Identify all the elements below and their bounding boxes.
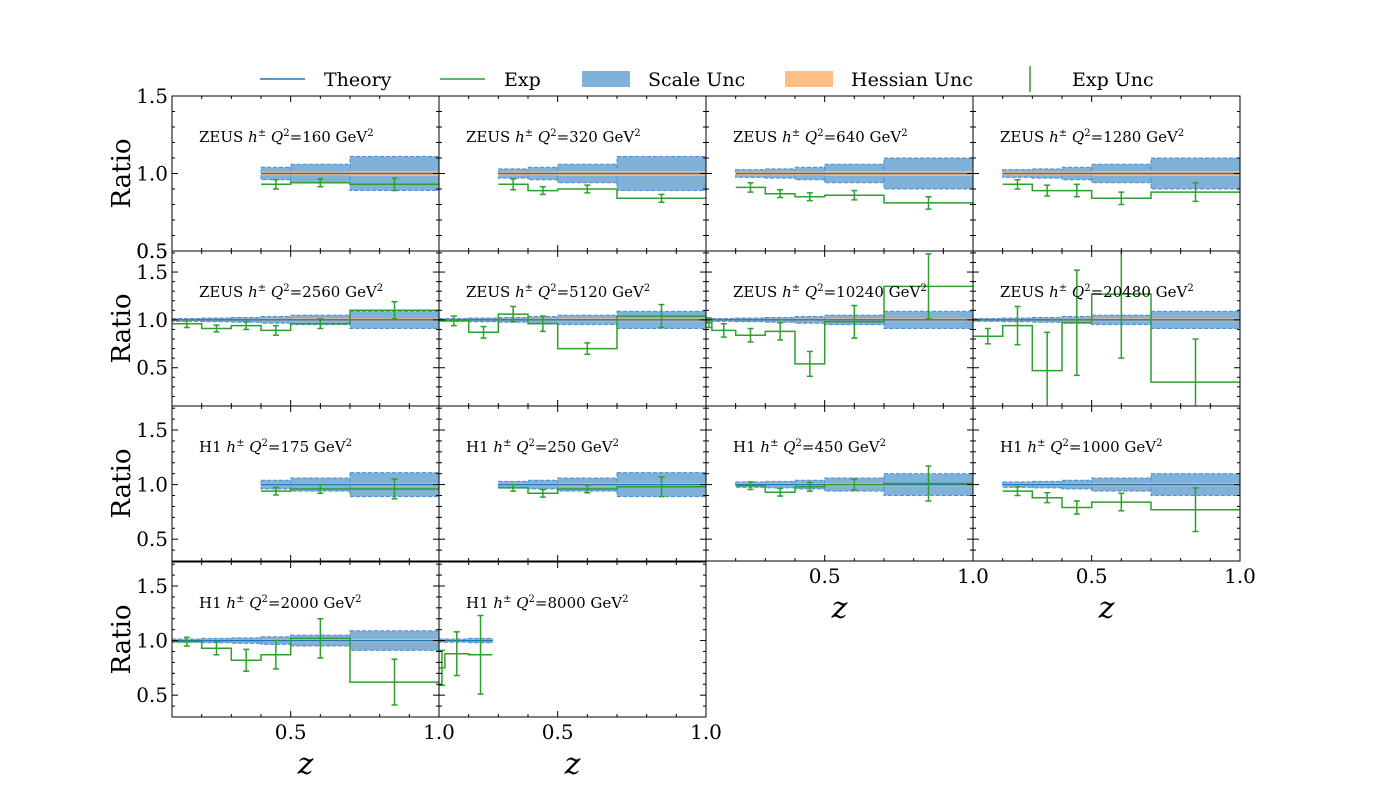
legend-item: Exp (440, 69, 541, 91)
exp-line (172, 637, 439, 683)
y-tick-label: 1.5 (136, 260, 168, 284)
panel-title: ZEUS h± Q2=10240 GeV2 (733, 283, 927, 301)
panel: ZEUS h± Q2=10240 GeV2 (705, 250, 974, 407)
y-tick-label: 1.0 (136, 162, 168, 186)
y-tick-label: 1.5 (136, 84, 168, 108)
panel: 0.5 1.0 z H1 h± Q2=1000 GeV2 (972, 405, 1256, 626)
panel-title: H1 h± Q2=8000 GeV2 (466, 594, 629, 612)
x-tick-label: 1.0 (690, 720, 722, 744)
panel: 0.5 1.0 1.5 Ratio ZEUS h± Q2=2560 GeV2 (107, 250, 440, 407)
panel: 0.5 1.0 z H1 h± Q2=8000 GeV2 (438, 561, 722, 782)
x-tick-label: 0.5 (542, 720, 574, 744)
x-tick-label: 1.0 (1224, 564, 1256, 588)
y-tick-label: 0.5 (136, 239, 168, 263)
exp-line (439, 313, 706, 350)
panel-frame (972, 405, 1241, 562)
legend-item: Theory (260, 69, 392, 91)
y-tick-label: 1.5 (136, 418, 168, 442)
y-axis-label: Ratio (107, 448, 137, 518)
y-tick-label: 1.0 (136, 473, 168, 497)
panel-title: ZEUS h± Q2=20480 GeV2 (1000, 283, 1194, 301)
x-tick-label: 0.5 (1076, 564, 1108, 588)
panel-title: ZEUS h± Q2=160 GeV2 (199, 128, 374, 146)
y-tick-label: 0.5 (136, 683, 168, 707)
y-tick-label: 1.0 (136, 629, 168, 653)
exp-line (1002, 183, 1240, 200)
legend-label: Exp (504, 69, 541, 91)
x-axis-label: z (831, 591, 848, 626)
legend: Theory Exp Scale Unc Hessian Unc Exp Unc (260, 66, 1154, 92)
panel: H1 h± Q2=250 GeV2 (438, 405, 707, 562)
panel-title: H1 h± Q2=1000 GeV2 (1000, 438, 1163, 456)
panel: ZEUS h± Q2=1280 GeV2 (972, 95, 1241, 252)
x-tick-label: 0.5 (275, 720, 307, 744)
panel: 0.5 1.0 1.5 Ratio 0.5 1.0 z H1 h± Q2=2000 GeV2 (107, 561, 455, 782)
exp-line (172, 309, 439, 332)
x-tick-label: 0.5 (809, 564, 841, 588)
panel-title: H1 h± Q2=175 GeV2 (199, 438, 352, 456)
x-axis-label: z (297, 747, 314, 782)
panel: 0.5 1.0 1.5 Ratio H1 h± Q2=175 GeV2 (107, 405, 440, 562)
exp-line (498, 486, 706, 495)
legend-patch (785, 71, 833, 87)
panel: 0.5 1.0 z H1 h± Q2=450 GeV2 (705, 405, 989, 626)
panel-title: H1 h± Q2=250 GeV2 (466, 438, 619, 456)
exp-line (973, 293, 1240, 383)
legend-label: Hessian Unc (851, 69, 973, 91)
panel-title: ZEUS h± Q2=2560 GeV2 (199, 283, 383, 301)
legend-item: Exp Unc (1029, 66, 1154, 92)
exp-line (439, 652, 493, 669)
y-tick-label: 1.0 (136, 308, 168, 332)
legend-label: Exp Unc (1072, 69, 1154, 91)
y-axis-label: Ratio (107, 604, 137, 674)
panel: ZEUS h± Q2=640 GeV2 (705, 95, 974, 252)
panel-title: ZEUS h± Q2=640 GeV2 (733, 128, 908, 146)
x-axis-label: z (1098, 591, 1115, 626)
panel-title: ZEUS h± Q2=5120 GeV2 (466, 283, 650, 301)
legend-label: Scale Unc (648, 69, 745, 91)
y-tick-label: 0.5 (136, 356, 168, 380)
x-tick-label: 1.0 (423, 720, 455, 744)
panel-title: H1 h± Q2=2000 GeV2 (199, 594, 362, 612)
legend-patch (582, 71, 630, 87)
exp-line (261, 488, 439, 492)
legend-item: Hessian Unc (785, 69, 973, 91)
y-axis-label: Ratio (107, 138, 137, 208)
y-tick-label: 1.5 (136, 574, 168, 598)
legend-item: Scale Unc (582, 69, 745, 91)
y-tick-label: 0.5 (136, 239, 168, 263)
panel-title: ZEUS h± Q2=1280 GeV2 (1000, 128, 1184, 146)
panel-title: ZEUS h± Q2=320 GeV2 (466, 128, 641, 146)
y-tick-label: 0.5 (136, 527, 168, 551)
panel: ZEUS h± Q2=5120 GeV2 (438, 250, 707, 407)
panel-frame (438, 561, 707, 718)
y-axis-label: Ratio (107, 293, 137, 363)
panel-title: H1 h± Q2=450 GeV2 (733, 438, 886, 456)
legend-label: Theory (324, 69, 392, 91)
x-tick-label: 1.0 (957, 564, 989, 588)
x-axis-label: z (564, 747, 581, 782)
exp-line (498, 183, 706, 200)
panel: ZEUS h± Q2=20480 GeV2 (972, 250, 1241, 407)
panel: ZEUS h± Q2=320 GeV2 (438, 95, 707, 252)
